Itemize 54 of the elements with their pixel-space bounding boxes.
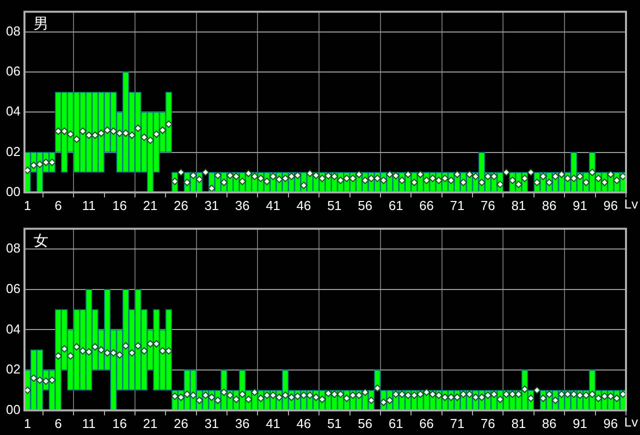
x-tick-label: 16 [112,198,127,213]
x-tick-label: 1 [24,198,32,213]
x-tick-label: 91 [572,416,588,431]
y-tick-label: 00 [6,184,20,199]
x-tick-label: 6 [54,416,62,431]
y-tick-label: 06 [6,64,20,79]
x-tick-label: 76 [480,198,496,213]
x-tick-label: 46 [296,416,311,431]
x-tick-label: 36 [235,416,250,431]
x-tick-label: 1 [24,416,32,431]
x-tick-label: 96 [603,416,618,431]
x-tick-label: 26 [174,198,188,213]
y-tick-label: 08 [6,23,20,38]
x-tick-label: 36 [235,198,250,213]
x-tick-label: 61 [388,416,404,431]
x-tick-label: 21 [143,198,158,213]
x-tick-label: 21 [143,416,158,431]
chart-title: 女 [33,232,48,250]
y-tick-label: 02 [6,362,20,377]
x-tick-label: 11 [82,416,96,431]
y-tick-label: 04 [6,104,20,119]
x-axis-title: Lv [624,414,638,430]
x-tick-label: 56 [358,198,372,213]
x-tick-label: 16 [112,416,127,431]
x-tick-label: 86 [542,198,557,213]
x-tick-label: 71 [450,198,464,213]
y-tick-label: 06 [6,280,20,296]
x-tick-label: 6 [54,198,62,213]
x-tick-label: 56 [358,416,372,431]
x-tick-label: 51 [327,198,342,213]
chart-title: 男 [33,15,48,32]
y-tick-label: 08 [6,240,20,256]
x-tick-label: 66 [419,198,434,213]
x-tick-label: 46 [296,198,311,213]
x-tick-label: 96 [603,198,618,213]
x-tick-label: 11 [82,198,96,213]
x-tick-label: 76 [480,416,496,431]
x-tick-label: 26 [174,416,188,431]
x-tick-label: 86 [542,416,557,431]
x-tick-label: 66 [419,416,434,431]
y-tick-label: 02 [6,144,20,159]
x-tick-label: 61 [388,198,404,213]
x-tick-label: 31 [204,416,219,431]
x-axis-title: Lv [624,196,638,212]
x-tick-label: 51 [327,416,342,431]
x-tick-label: 81 [511,416,526,431]
x-tick-label: 81 [511,198,526,213]
x-tick-label: 41 [266,416,280,431]
x-tick-label: 41 [266,198,280,213]
x-tick-label: 91 [572,198,588,213]
y-tick-label: 04 [6,321,20,336]
x-tick-label: 71 [450,416,464,431]
y-tick-label: 00 [6,402,20,417]
x-tick-label: 31 [204,198,219,213]
